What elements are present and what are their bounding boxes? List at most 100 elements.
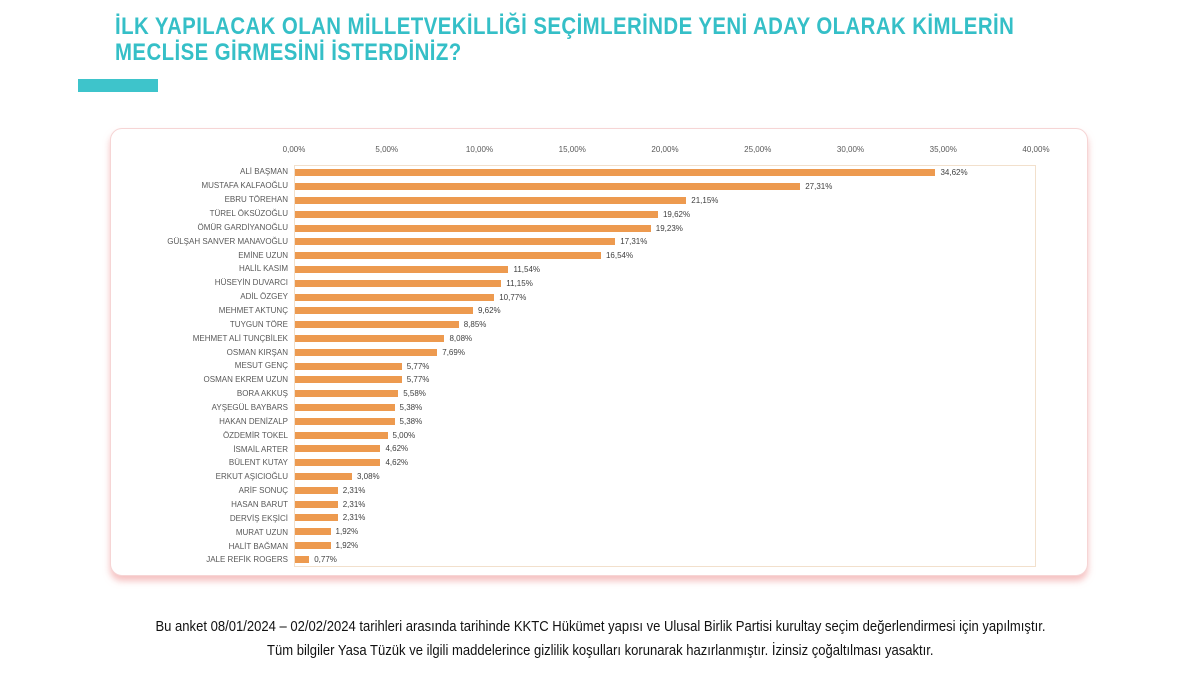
x-axis-tick: 20,00%	[651, 145, 679, 154]
bar-row: 4,62%	[295, 456, 1035, 470]
bar	[295, 169, 936, 177]
bar	[295, 321, 459, 329]
bar	[295, 238, 616, 246]
category-label: DERVİŞ EKŞİCİ	[229, 513, 288, 523]
bar	[295, 224, 651, 232]
x-axis-tick: 10,00%	[465, 145, 494, 154]
category-label: İSMAİL ARTER	[233, 444, 288, 454]
bar	[295, 183, 801, 191]
bar	[295, 252, 601, 260]
bar	[295, 265, 509, 273]
category-label: ÖMÜR GARDİYANOĞLU	[197, 222, 288, 232]
bar-row: 19,62%	[295, 207, 1035, 221]
bar	[295, 472, 352, 480]
category-label: BÜLENT KUTAY	[228, 458, 288, 468]
bar-row: 9,62%	[295, 304, 1035, 318]
category-label: HASAN BARUT	[231, 500, 288, 510]
bar-row: 5,38%	[295, 401, 1035, 415]
bar	[295, 348, 438, 356]
category-label: TÜREL ÖKSÜZOĞLU	[209, 209, 288, 218]
bar-row: 5,00%	[295, 428, 1035, 442]
bar-row: 1,92%	[295, 525, 1035, 539]
value-label: 5,00%	[392, 430, 416, 440]
x-axis-tick: 35,00%	[929, 145, 957, 154]
value-label: 9,62%	[477, 306, 501, 316]
bar-row: 16,54%	[295, 249, 1035, 263]
x-axis-tick: 5,00%	[375, 145, 399, 154]
category-label: MUSTAFA KALFAOĞLU	[201, 181, 288, 191]
value-label: 3,08%	[356, 471, 380, 481]
footer-line-1: Bu anket 08/01/2024 – 02/02/2024 tarihle…	[154, 619, 1045, 635]
plot-area: 34,62% 27,31% 21,15% 19,62% 19,23% 17,31% 16,5…	[294, 165, 1036, 567]
bar	[295, 196, 687, 204]
category-label: HALİT BAĞMAN	[228, 541, 288, 551]
x-axis-tick: 30,00%	[836, 145, 865, 154]
category-label: GÜLŞAH SANVER MANAVOĞLU	[167, 236, 288, 246]
bar-row: 34,62%	[295, 166, 1035, 180]
category-label: ARİF SONUÇ	[238, 486, 288, 496]
category-label: TUYGUN TÖRE	[229, 319, 288, 329]
bar-row: 19,23%	[295, 221, 1035, 235]
bar-row: 2,31%	[295, 483, 1035, 497]
bar	[295, 541, 331, 549]
value-label: 11,54%	[513, 264, 541, 274]
value-label: 0,77%	[314, 554, 337, 564]
category-label: OSMAN EKREM UZUN	[203, 375, 288, 385]
bar-row: 27,31%	[295, 180, 1035, 194]
bar	[295, 445, 381, 453]
category-label: HALİL KASIM	[238, 264, 288, 274]
bar	[295, 293, 495, 301]
value-label: 5,38%	[399, 402, 423, 412]
category-label: JALE REFİK ROGERS	[206, 555, 288, 565]
value-label: 2,31%	[342, 513, 366, 523]
bar-row: 5,58%	[295, 387, 1035, 401]
bar	[295, 362, 402, 370]
value-label: 4,62%	[385, 444, 409, 454]
category-label: OSMAN KIRŞAN	[226, 347, 288, 357]
value-label: 4,62%	[385, 458, 409, 468]
category-label: MEHMET AKTUNÇ	[218, 306, 288, 316]
bar-row: 5,77%	[295, 373, 1035, 387]
bar	[295, 334, 445, 342]
value-label: 2,31%	[342, 499, 366, 509]
accent-bar	[78, 79, 158, 92]
value-label: 1,92%	[335, 527, 359, 537]
value-label: 5,77%	[406, 361, 430, 371]
category-label: EBRU TÖREHAN	[224, 195, 288, 205]
bar	[295, 307, 473, 315]
category-label: ADİL ÖZGEY	[240, 292, 288, 302]
bar	[295, 431, 388, 439]
category-label: HÜSEYİN DUVARCI	[214, 278, 288, 288]
bar	[295, 555, 310, 563]
bar-row: 11,15%	[295, 276, 1035, 290]
category-label: ALİ BAŞMAN	[239, 167, 288, 177]
bar-row: 8,85%	[295, 318, 1035, 332]
page-title-line-2: MECLİSE GİRMESİNİ İSTERDİNİZ?	[115, 39, 462, 66]
category-label: MESUT GENÇ	[234, 361, 288, 371]
value-label: 11,15%	[506, 278, 533, 288]
bar	[295, 417, 395, 425]
value-label: 19,62%	[662, 209, 691, 219]
category-label: BORA AKKUŞ	[236, 389, 288, 399]
x-axis-tick: 0,00%	[282, 145, 306, 154]
value-label: 21,15%	[691, 195, 719, 205]
value-label: 19,23%	[655, 223, 683, 233]
value-label: 8,08%	[449, 333, 473, 343]
value-label: 8,85%	[463, 320, 487, 330]
chart-card: 0,00% 5,00% 10,00% 15,00% 20,00% 25,00% 30,00%…	[110, 128, 1088, 576]
bar-row: 0,77%	[295, 552, 1035, 566]
category-label: MURAT UZUN	[235, 527, 288, 537]
bar	[295, 459, 381, 467]
page-title: İLK YAPILACAK OLAN MİLLETVEKİLLİĞİ SEÇİM…	[115, 14, 1014, 66]
category-label: MEHMET ALİ TUNÇBİLEK	[192, 333, 288, 343]
bar	[295, 500, 338, 508]
value-label: 5,38%	[399, 416, 423, 426]
value-label: 5,77%	[406, 375, 430, 385]
x-axis-tick: 40,00%	[1022, 145, 1050, 154]
footer-note: Bu anket 08/01/2024 – 02/02/2024 tarihle…	[0, 615, 1200, 663]
category-label: EMİNE UZUN	[238, 250, 288, 260]
value-label: 7,69%	[442, 347, 465, 357]
bar-row: 17,31%	[295, 235, 1035, 249]
bar	[295, 514, 338, 522]
